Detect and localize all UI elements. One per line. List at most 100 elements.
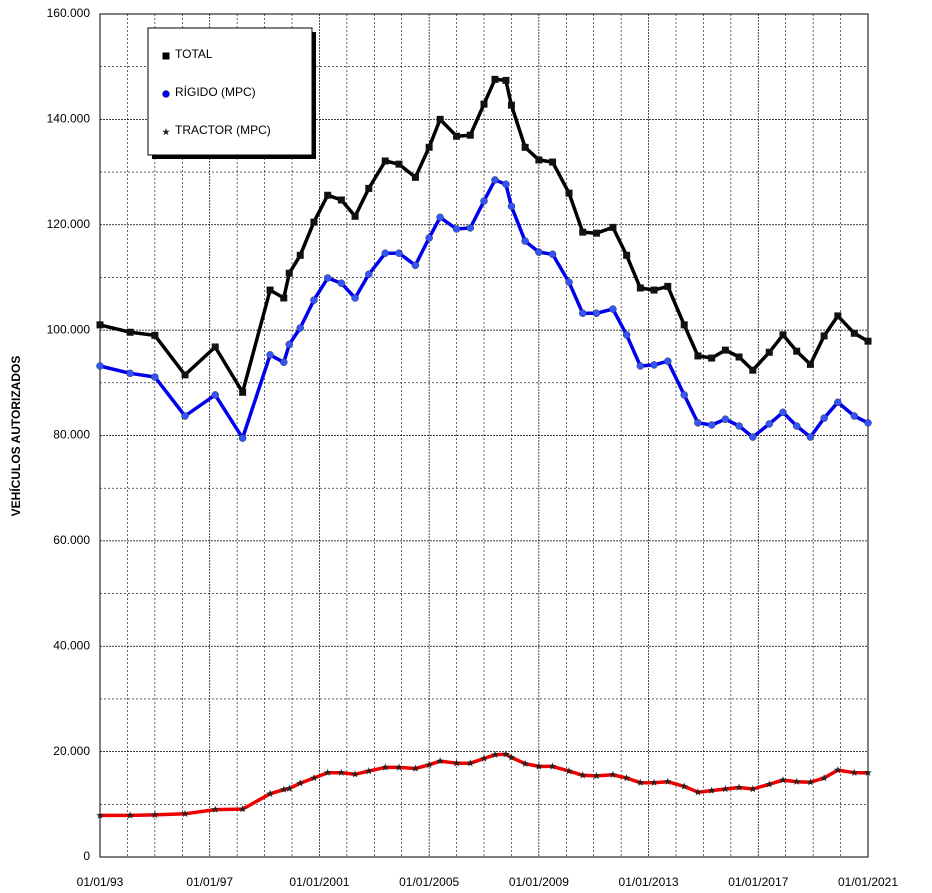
legend-label: TRACTOR (MPC) bbox=[175, 123, 271, 137]
data-point bbox=[453, 132, 461, 140]
data-point bbox=[565, 767, 573, 775]
data-point bbox=[521, 237, 529, 245]
data-point bbox=[395, 160, 403, 168]
data-point bbox=[864, 768, 872, 776]
data-point bbox=[694, 788, 702, 796]
y-tick-label: 20.000 bbox=[53, 744, 90, 758]
data-point bbox=[749, 366, 757, 374]
data-point bbox=[708, 354, 716, 362]
x-tick-label: 01/01/2001 bbox=[289, 875, 349, 889]
data-point bbox=[834, 766, 842, 774]
x-tick-label: 01/01/2005 bbox=[399, 875, 459, 889]
data-point bbox=[609, 770, 617, 778]
data-point bbox=[721, 346, 729, 354]
data-point bbox=[735, 783, 743, 791]
data-point bbox=[425, 234, 433, 242]
data-point bbox=[351, 770, 359, 778]
x-tick-label: 01/01/97 bbox=[186, 875, 233, 889]
data-point bbox=[609, 223, 617, 231]
data-point bbox=[238, 805, 247, 813]
data-point bbox=[834, 398, 842, 407]
data-point bbox=[779, 408, 787, 417]
data-point bbox=[239, 388, 247, 396]
data-point bbox=[694, 352, 702, 360]
data-point bbox=[806, 433, 815, 441]
data-point bbox=[806, 778, 815, 786]
data-point bbox=[411, 764, 420, 772]
data-point bbox=[694, 419, 702, 427]
legend-label: TOTAL bbox=[175, 47, 213, 61]
data-point bbox=[521, 759, 529, 767]
data-point bbox=[466, 759, 475, 767]
data-point bbox=[323, 274, 332, 282]
data-point bbox=[280, 358, 288, 367]
data-point bbox=[411, 261, 420, 270]
data-point bbox=[707, 421, 716, 429]
data-point bbox=[480, 100, 488, 108]
data-point bbox=[337, 279, 346, 287]
data-point bbox=[181, 412, 189, 420]
data-point bbox=[707, 786, 716, 794]
data-point bbox=[507, 101, 515, 109]
data-point bbox=[151, 331, 159, 339]
data-point bbox=[491, 750, 499, 758]
x-tick-label: 01/01/2013 bbox=[619, 875, 679, 889]
data-point bbox=[521, 143, 529, 151]
data-point bbox=[765, 780, 774, 788]
y-axis-label: VEHÍCULOS AUTORIZADOS bbox=[8, 356, 23, 517]
data-point bbox=[365, 270, 373, 279]
data-point bbox=[211, 805, 219, 813]
data-point bbox=[565, 278, 573, 286]
x-tick-label: 01/01/2009 bbox=[509, 875, 569, 889]
data-point bbox=[806, 360, 814, 368]
x-tick-label: 01/01/93 bbox=[77, 875, 124, 889]
data-point bbox=[126, 369, 134, 378]
data-point bbox=[480, 754, 488, 762]
data-point bbox=[310, 774, 318, 782]
data-point bbox=[436, 213, 444, 222]
data-point bbox=[502, 76, 510, 84]
data-point bbox=[365, 767, 373, 775]
data-point bbox=[721, 415, 730, 423]
plot-frame bbox=[99, 13, 869, 858]
data-point bbox=[502, 180, 510, 188]
data-point bbox=[480, 197, 488, 205]
data-point bbox=[623, 251, 631, 259]
data-point bbox=[535, 156, 543, 164]
legend-marker bbox=[162, 128, 170, 136]
x-tick-label: 01/01/2021 bbox=[838, 875, 898, 889]
data-point bbox=[151, 373, 159, 381]
data-point bbox=[578, 309, 587, 318]
data-point bbox=[792, 422, 801, 430]
data-point bbox=[351, 212, 359, 220]
data-point bbox=[285, 784, 294, 792]
data-point bbox=[548, 250, 557, 259]
data-point bbox=[765, 348, 773, 356]
data-point bbox=[126, 328, 134, 336]
y-tick-label: 0 bbox=[83, 849, 90, 863]
data-point bbox=[749, 785, 757, 793]
data-point bbox=[181, 809, 189, 817]
data-point bbox=[507, 202, 516, 211]
data-point bbox=[548, 762, 557, 770]
data-point bbox=[735, 422, 743, 430]
data-point bbox=[535, 248, 543, 256]
data-point bbox=[765, 420, 774, 428]
data-point bbox=[850, 768, 859, 776]
data-point bbox=[579, 228, 587, 236]
data-point bbox=[491, 176, 499, 184]
data-point bbox=[436, 115, 444, 123]
data-point bbox=[680, 321, 688, 329]
data-point bbox=[351, 294, 359, 302]
data-point bbox=[779, 776, 787, 784]
data-point bbox=[549, 158, 557, 166]
data-point bbox=[609, 305, 617, 313]
data-point bbox=[680, 391, 688, 399]
data-point bbox=[211, 343, 219, 351]
data-point bbox=[636, 362, 645, 370]
data-point bbox=[864, 419, 872, 427]
data-point bbox=[296, 251, 304, 259]
data-point bbox=[622, 774, 631, 782]
data-point bbox=[296, 324, 304, 332]
